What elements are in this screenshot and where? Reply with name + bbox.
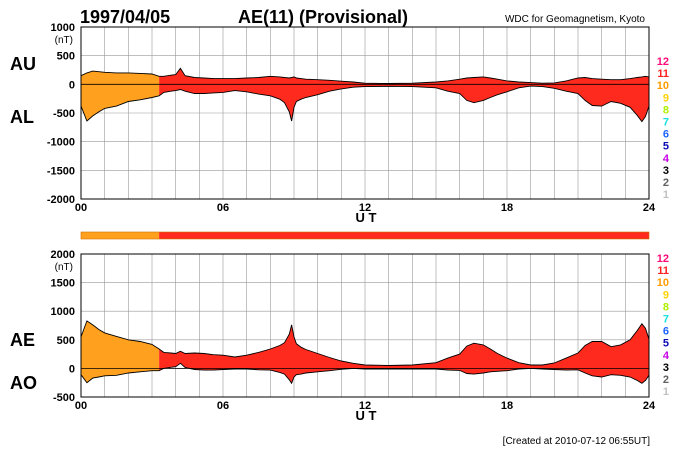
legend-level-4: 4 xyxy=(663,350,670,362)
source-label: WDC for Geomagnetism, Kyoto xyxy=(505,14,645,25)
y-tick-label: -1500 xyxy=(47,165,75,177)
legend-level-8: 8 xyxy=(663,301,669,313)
al-label: AL xyxy=(10,107,34,127)
activity-segment-1 xyxy=(159,232,649,239)
x-tick-label: 06 xyxy=(217,400,229,412)
activity-segment-0 xyxy=(81,232,160,239)
y-tick-label: 0 xyxy=(69,79,75,91)
ae-label: AE xyxy=(10,330,35,350)
x-axis-label-top: U T xyxy=(356,210,377,225)
legend-level-2: 2 xyxy=(663,177,669,189)
y-tick-label: 2000 xyxy=(51,249,75,261)
legend-level-1: 1 xyxy=(663,386,669,398)
unit-label-top: (nT) xyxy=(55,35,73,46)
au-label: AU xyxy=(10,54,36,74)
envelope-fill-segment-1 xyxy=(159,323,649,384)
y-tick-label: 500 xyxy=(57,335,75,347)
legend-level-3: 3 xyxy=(663,165,669,177)
envelope-fill-segment-0 xyxy=(81,71,160,121)
x-tick-label: 18 xyxy=(501,202,513,214)
y-tick-label: -500 xyxy=(53,108,75,120)
legend-level-5: 5 xyxy=(663,141,669,153)
legend-level-1: 1 xyxy=(663,189,669,201)
y-tick-label: 1000 xyxy=(51,22,75,34)
series-line-ao xyxy=(80,362,650,385)
legend-level-12: 12 xyxy=(657,56,669,68)
date-label: 1997/04/05 xyxy=(80,7,170,27)
series-line-al xyxy=(80,85,650,123)
x-tick-label: 24 xyxy=(643,202,656,214)
unit-label-bottom: (nT) xyxy=(55,262,73,273)
activity-bar xyxy=(80,231,650,240)
x-tick-label: 00 xyxy=(75,202,87,214)
legend-level-7: 7 xyxy=(663,117,669,129)
legend-level-10: 10 xyxy=(657,277,669,289)
legend-level-4: 4 xyxy=(663,153,670,165)
plot-frame xyxy=(80,253,650,398)
legend-level-6: 6 xyxy=(663,129,669,141)
legend-level-2: 2 xyxy=(663,374,669,386)
series-line-ae xyxy=(80,320,650,366)
x-tick-label: 00 xyxy=(75,400,87,412)
y-tick-label: 500 xyxy=(57,51,75,63)
created-label: [Created at 2010-07-12 06:55UT] xyxy=(503,436,651,447)
legend-level-9: 9 xyxy=(663,289,669,301)
legend-level-9: 9 xyxy=(663,92,669,104)
legend-level-7: 7 xyxy=(663,314,669,326)
legend-level-10: 10 xyxy=(657,80,669,92)
plot-frame xyxy=(80,26,650,200)
legend-level-11: 11 xyxy=(657,265,669,277)
envelope-fill-segment-0 xyxy=(81,320,160,383)
envelope-fill-segment-1 xyxy=(159,68,649,122)
x-tick-label: 24 xyxy=(643,400,656,412)
y-tick-label: -1000 xyxy=(47,137,75,149)
x-tick-label: 12 xyxy=(359,202,371,214)
x-tick-label: 18 xyxy=(501,400,513,412)
ao-label: AO xyxy=(10,373,37,393)
legend-level-6: 6 xyxy=(663,326,669,338)
legend-level-5: 5 xyxy=(663,338,669,350)
legend-level-3: 3 xyxy=(663,362,669,374)
y-tick-label: -2000 xyxy=(47,194,75,206)
y-tick-label: -500 xyxy=(53,392,75,404)
x-tick-label: 12 xyxy=(359,400,371,412)
legend-level-12: 12 xyxy=(657,253,669,265)
legend-level-8: 8 xyxy=(663,104,669,116)
series-line-au xyxy=(80,67,650,84)
chart-title: AE(11) (Provisional) xyxy=(238,7,408,27)
y-tick-label: 1000 xyxy=(51,306,75,318)
legend-level-11: 11 xyxy=(657,68,669,80)
activity-bar-frame xyxy=(80,231,650,240)
x-tick-label: 06 xyxy=(217,202,229,214)
y-tick-label: 1500 xyxy=(51,278,75,290)
x-axis-label-bottom: U T xyxy=(356,408,377,423)
y-tick-label: 0 xyxy=(69,363,75,375)
